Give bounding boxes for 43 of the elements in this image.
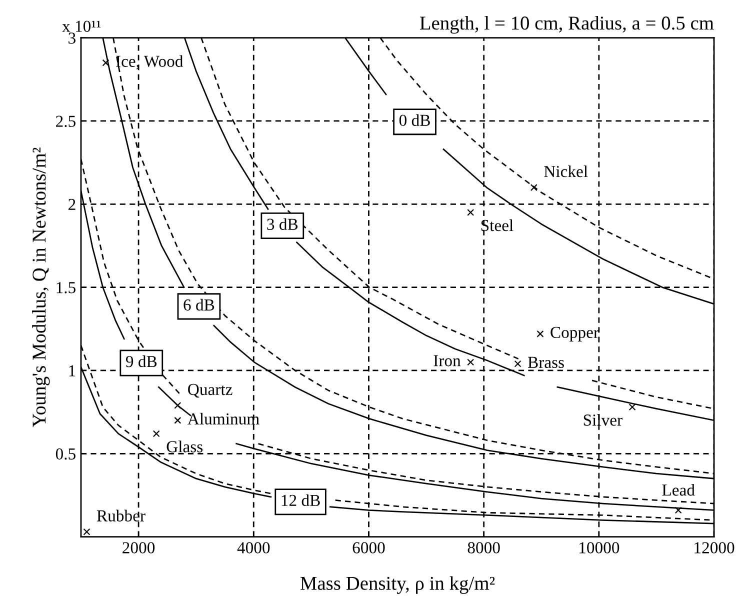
- x-axis-title: Mass Density, ρ in kg/m²: [300, 576, 495, 594]
- point: [628, 404, 636, 411]
- x-tick-label: 4000: [237, 542, 270, 554]
- annotation: Nickel: [544, 165, 588, 178]
- annotation: Lead: [662, 484, 695, 496]
- point: [467, 358, 474, 366]
- point: [674, 506, 682, 514]
- y-tick-label: 2: [68, 198, 76, 210]
- point: [102, 59, 110, 66]
- text: x 10¹¹: [62, 20, 101, 32]
- point: [530, 184, 538, 192]
- x-tick-label: 10000: [580, 542, 620, 554]
- annotation: Brass: [528, 356, 564, 368]
- annotation: Aluminum: [188, 412, 260, 425]
- y-tick-label: 2.5: [56, 116, 76, 128]
- y-axis-title: Young's Modulus, Q in Newtons/m²: [32, 148, 50, 428]
- y-tick-label: 1: [69, 365, 76, 376]
- y-tick-label: 1.5: [56, 282, 76, 294]
- annotation: Rubber: [96, 510, 146, 522]
- series-label: 9 dB: [126, 355, 157, 368]
- y-tick-label: 0.5: [56, 448, 76, 460]
- annotation: Quartz: [188, 384, 232, 398]
- annotation: Steel: [481, 219, 514, 232]
- point: [152, 430, 160, 438]
- point: [514, 360, 522, 368]
- point: [467, 208, 474, 216]
- annotation: Iron: [434, 355, 461, 366]
- chart-title: Length, l = 10 cm, Radius, a = 0.5 cm: [420, 16, 714, 34]
- x-tick-label: 2000: [122, 542, 155, 554]
- series-label: 3 dB: [267, 218, 298, 230]
- annotation: Glass: [166, 440, 203, 452]
- x-tick-label: 12000: [694, 542, 734, 554]
- series-label: 6 dB: [184, 298, 214, 311]
- point: [174, 402, 182, 409]
- x-tick-label: 6000: [352, 542, 385, 554]
- point: [83, 528, 90, 536]
- y-tick-label: 3: [68, 32, 76, 44]
- series-label: 12 dB: [282, 494, 320, 506]
- x-tick-label: 8000: [468, 542, 500, 554]
- point: [536, 330, 544, 338]
- annotation: Copper: [550, 326, 599, 342]
- series-label: 0 dB: [399, 114, 430, 126]
- point: [174, 416, 182, 424]
